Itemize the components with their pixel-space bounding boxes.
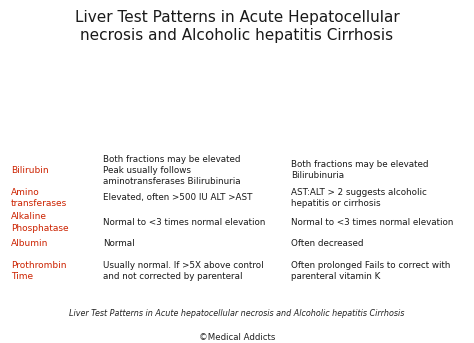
Text: Normal to <3 times normal elevation: Normal to <3 times normal elevation bbox=[103, 218, 265, 227]
Text: Normal: Normal bbox=[103, 239, 135, 248]
Text: Amino
transferases: Amino transferases bbox=[11, 188, 67, 208]
Text: Both fractions may be elevated
Peak usually follows
aminotransferases Bilirubinu: Both fractions may be elevated Peak usua… bbox=[103, 155, 240, 186]
Text: Liver Test Patterns in Acute Hepatocellular
necrosis and Alcoholic hepatitis Cir: Liver Test Patterns in Acute Hepatocellu… bbox=[74, 10, 400, 43]
Text: Often decreased: Often decreased bbox=[291, 239, 364, 248]
Text: Albumin: Albumin bbox=[11, 239, 48, 248]
Text: Both fractions may be elevated
Bilirubinuria: Both fractions may be elevated Bilirubin… bbox=[291, 160, 428, 180]
Text: Often prolonged Fails to correct with
parenteral vitamin K: Often prolonged Fails to correct with pa… bbox=[291, 261, 450, 281]
Text: Normal to <3 times normal elevation: Normal to <3 times normal elevation bbox=[291, 218, 453, 227]
Text: Elevated, often >500 IU ALT >AST: Elevated, often >500 IU ALT >AST bbox=[103, 193, 252, 202]
Text: ©Medical Addicts: ©Medical Addicts bbox=[199, 333, 275, 342]
Text: Bilirubin: Bilirubin bbox=[11, 166, 49, 175]
Text: Liver Test Patterns in Acute hepatocellular necrosis and Alcoholic hepatitis Cir: Liver Test Patterns in Acute hepatocellu… bbox=[69, 309, 405, 318]
Text: Alkaline
Phosphatase: Alkaline Phosphatase bbox=[11, 212, 69, 233]
Text: AST:ALT > 2 suggests alcoholic
hepatitis or cirrhosis: AST:ALT > 2 suggests alcoholic hepatitis… bbox=[291, 188, 427, 208]
Text: Alcoholic hepatitis Cirrhosis: Alcoholic hepatitis Cirrhosis bbox=[293, 132, 411, 141]
Text: Usually normal. If >5X above control
and not corrected by parenteral: Usually normal. If >5X above control and… bbox=[103, 261, 264, 281]
Text: Prothrombin
Time: Prothrombin Time bbox=[11, 261, 66, 281]
Text: Acute hepatocellular necrosis (viral
and drug hepatitis, hepatotoxins,
acute hea: Acute hepatocellular necrosis (viral and… bbox=[105, 121, 257, 152]
